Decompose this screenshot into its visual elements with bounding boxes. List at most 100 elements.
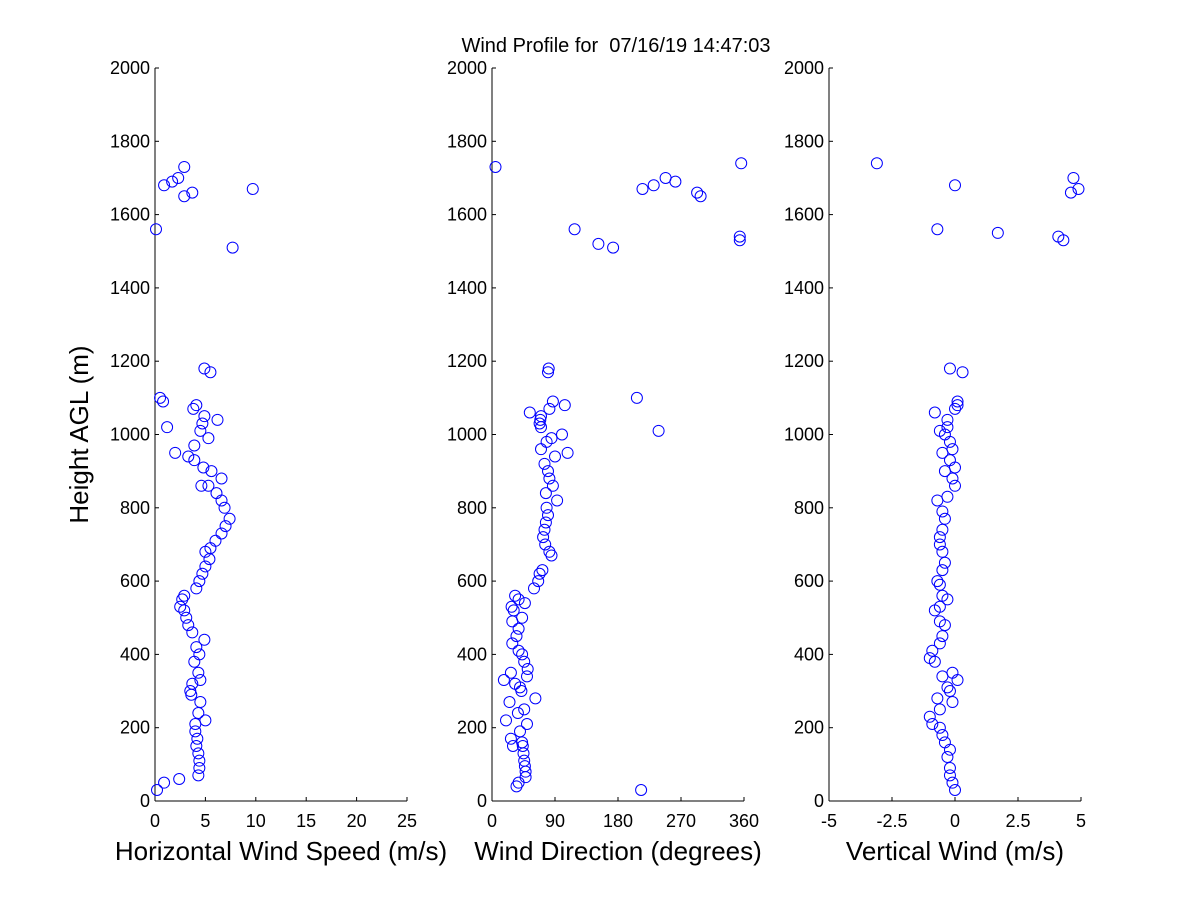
direction-data-point xyxy=(500,714,512,727)
vertical-data-point xyxy=(933,538,946,551)
direction-y-tick-label: 1400 xyxy=(447,278,487,298)
speed-data-point xyxy=(223,512,236,525)
vertical-data-point xyxy=(949,479,961,492)
direction-data-point xyxy=(535,410,547,423)
vertical-data-point xyxy=(943,362,956,375)
speed-data-point xyxy=(192,707,205,720)
direction-data-point xyxy=(543,402,556,415)
vertical-data-point xyxy=(938,512,951,525)
vertical-data-point xyxy=(946,696,959,709)
speed-data-point xyxy=(196,417,209,430)
direction-x-tick-label: 270 xyxy=(666,811,696,831)
direction-data-point xyxy=(652,424,665,437)
vertical-data-point xyxy=(936,670,949,683)
speed-y-tick-label: 1800 xyxy=(110,131,150,151)
direction-data-point xyxy=(635,784,648,797)
vertical-data-point xyxy=(991,226,1004,239)
vertical-y-tick-label: 2000 xyxy=(784,58,824,78)
vertical-y-tick-label: 800 xyxy=(794,498,824,518)
direction-data-point xyxy=(503,696,516,709)
direction-data-point xyxy=(647,179,660,192)
vertical-data-point xyxy=(941,421,954,434)
speed-data-point xyxy=(178,190,191,203)
direction-y-tick-label: 2000 xyxy=(447,58,487,78)
speed-data-point xyxy=(197,461,210,474)
speed-data-point xyxy=(198,633,211,646)
vertical-data-point xyxy=(938,465,951,478)
speed-data-point xyxy=(196,567,209,580)
vertical-data-point xyxy=(956,366,969,379)
direction-x-tick-label: 360 xyxy=(729,811,759,831)
vertical-data-point xyxy=(949,784,961,797)
speed-data-point xyxy=(219,520,232,533)
direction-data-point xyxy=(489,160,502,173)
speed-data-point xyxy=(188,655,201,668)
speed-data-point xyxy=(166,175,179,188)
figure-title: Wind Profile for 07/16/19 14:47:03 xyxy=(461,35,770,57)
speed-data-point xyxy=(209,534,222,547)
direction-data-point xyxy=(509,589,522,602)
direction-y-tick-label: 1600 xyxy=(447,205,487,225)
vertical-x-axis-label: Vertical Wind (m/s) xyxy=(846,836,1064,866)
direction-data-point xyxy=(507,604,520,617)
direction-data-point xyxy=(592,237,605,250)
vertical-data-point xyxy=(936,505,949,518)
speed-data-point xyxy=(204,366,217,379)
speed-data-point xyxy=(215,494,228,507)
direction-data-point xyxy=(558,399,571,412)
direction-data-point xyxy=(542,366,554,379)
vertical-data-point xyxy=(926,718,939,731)
vertical-data-point xyxy=(949,179,961,192)
vertical-data-point xyxy=(936,545,949,558)
speed-data-point xyxy=(169,446,182,459)
speed-y-tick-label: 1600 xyxy=(110,205,150,225)
vertical-data-point xyxy=(936,523,949,536)
direction-data-point xyxy=(694,190,707,203)
speed-data-point xyxy=(195,479,208,492)
vertical-data-point xyxy=(1067,171,1080,184)
speed-data-point xyxy=(192,747,205,760)
direction-data-point xyxy=(533,417,546,430)
direction-data-point xyxy=(539,487,552,500)
speed-data-point xyxy=(199,714,212,727)
direction-data-point xyxy=(505,600,518,613)
speed-data-point xyxy=(199,560,212,573)
vertical-data-point xyxy=(923,710,936,723)
vertical-data-point xyxy=(951,674,964,687)
vertical-data-point xyxy=(936,630,949,643)
vertical-data-point xyxy=(933,531,946,544)
vertical-data-point xyxy=(941,681,954,694)
vertical-y-tick-label: 0 xyxy=(814,791,824,811)
speed-data-point xyxy=(187,402,200,415)
direction-data-point xyxy=(538,523,551,536)
direction-data-point xyxy=(545,432,558,445)
direction-data-point xyxy=(534,413,547,426)
direction-data-point xyxy=(512,593,525,606)
direction-data-point xyxy=(536,564,549,577)
direction-data-point xyxy=(518,597,531,610)
vertical-data-point xyxy=(943,743,956,756)
speed-data-point xyxy=(161,421,174,434)
direction-data-point xyxy=(733,230,746,243)
direction-data-point xyxy=(514,725,526,738)
speed-data-point xyxy=(178,160,191,173)
direction-x-axis-label: Wind Direction (degrees) xyxy=(474,836,762,866)
speed-data-point xyxy=(194,674,207,687)
speed-data-point xyxy=(198,410,211,423)
speed-y-tick-label: 1000 xyxy=(110,425,150,445)
direction-y-tick-label: 600 xyxy=(457,571,487,591)
speed-data-point xyxy=(172,171,185,184)
direction-data-point xyxy=(518,760,531,773)
speed-data-point xyxy=(194,424,207,437)
direction-data-point xyxy=(528,582,540,595)
speed-data-point xyxy=(226,241,239,254)
vertical-data-point xyxy=(949,461,961,474)
speed-y-tick-label: 800 xyxy=(120,498,150,518)
direction-data-point xyxy=(506,637,519,650)
speed-data-point xyxy=(182,450,195,463)
direction-data-point xyxy=(539,516,552,529)
direction-data-point xyxy=(542,509,554,522)
direction-data-point xyxy=(546,479,559,492)
speed-y-tick-label: 200 xyxy=(120,718,150,738)
